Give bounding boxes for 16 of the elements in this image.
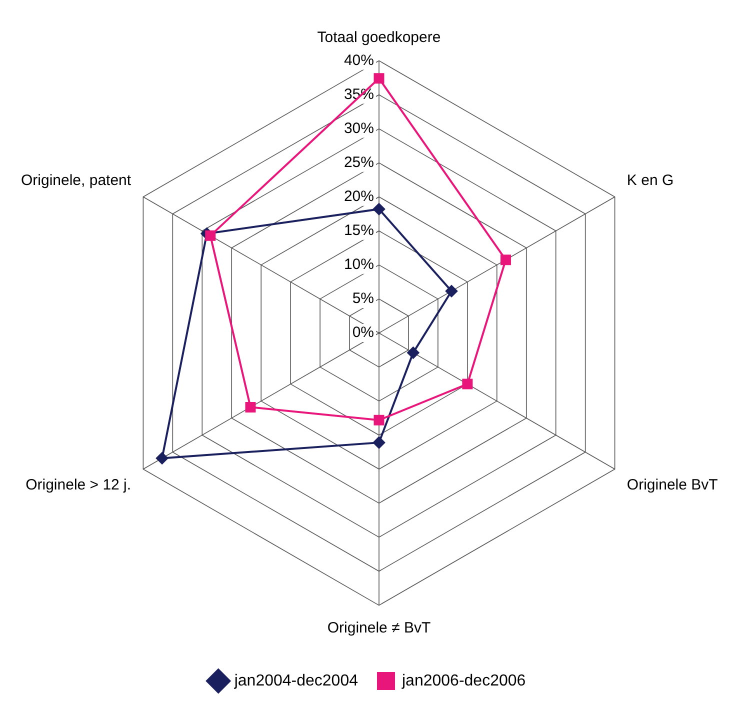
spoke-label: Originele ≠ BvT bbox=[327, 619, 431, 636]
spoke-label: Originele BvT bbox=[626, 476, 718, 494]
y-tick-label: 15% bbox=[344, 222, 374, 240]
y-tick-label: 0% bbox=[352, 324, 374, 342]
legend-label: jan2006-dec2006 bbox=[401, 672, 526, 690]
y-tick-label: 5% bbox=[352, 290, 374, 308]
y-tick-label: 20% bbox=[344, 188, 374, 205]
spoke-label: Originele > 12 j. bbox=[26, 476, 132, 494]
spoke-label: K en G bbox=[626, 172, 674, 189]
spoke-label: Originele, patent bbox=[20, 172, 132, 189]
y-tick-label: 25% bbox=[344, 154, 374, 171]
legend-label: jan2004-dec2004 bbox=[233, 672, 358, 690]
y-tick-label: 10% bbox=[344, 256, 374, 274]
spoke-label: Totaal goedkopere bbox=[317, 28, 441, 46]
y-tick-label: 30% bbox=[344, 120, 374, 137]
y-tick-label: 40% bbox=[344, 52, 374, 69]
